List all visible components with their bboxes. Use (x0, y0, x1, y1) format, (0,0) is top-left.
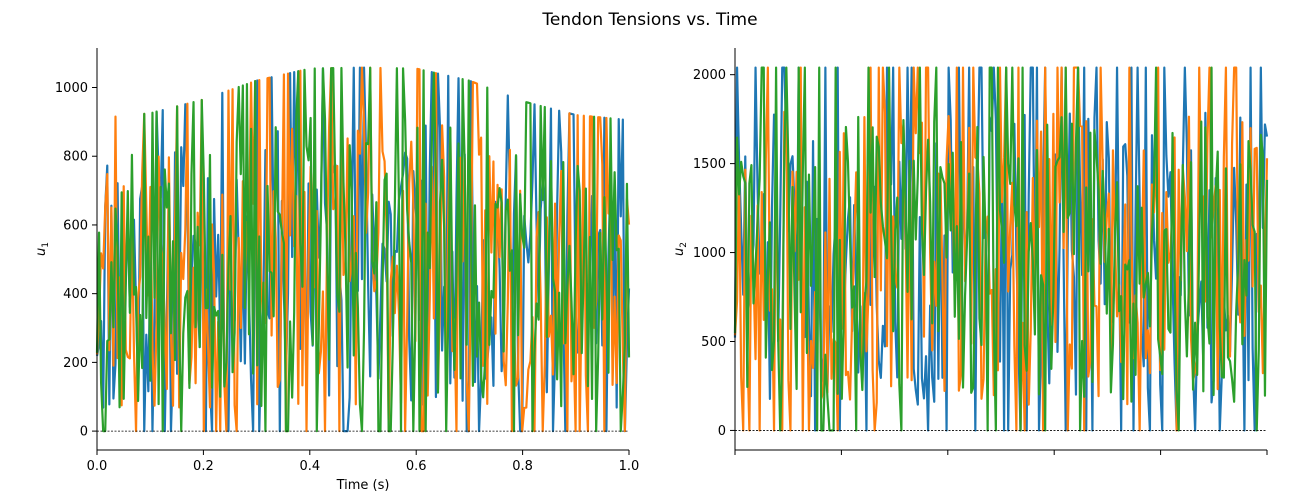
u2-x-ticks (734, 450, 1268, 455)
u1-series-3-line (95, 66, 631, 433)
chart-u1: 0 200 400 600 800 1000 0.0 0.2 0.4 0.6 0.8 1.0 Tim… (34, 48, 639, 493)
u1-y-axis-label-subscript: 1 (41, 242, 51, 248)
u2-plot-area (733, 66, 1269, 432)
u2-y-tick-label: 1500 (693, 157, 726, 172)
chart-u2: 0 500 1000 1500 2000 u2 (672, 48, 1269, 455)
u1-series-2-line (95, 66, 631, 433)
u1-x-axis-label: Time (s) (336, 478, 390, 493)
u2-y-axis-label-subscript: 2 (679, 242, 689, 248)
u1-x-tick-label: 0.0 (87, 459, 108, 474)
u2-y-tick-label: 500 (701, 335, 726, 350)
u2-y-axis-label: u2 (672, 242, 689, 256)
u2-series-2-line (733, 66, 1269, 432)
u1-x-ticks: 0.0 0.2 0.4 0.6 0.8 1.0 (87, 450, 640, 474)
u1-y-ticks: 0 200 400 600 800 1000 (55, 81, 97, 440)
u1-y-tick-label: 600 (63, 218, 88, 233)
u2-y-tick-label: 1000 (693, 246, 726, 261)
u2-y-ticks: 0 500 1000 1500 2000 (693, 68, 735, 439)
u1-x-tick-label: 0.6 (406, 459, 427, 474)
u1-y-tick-label: 200 (63, 356, 88, 371)
u1-y-tick-label: 1000 (55, 81, 88, 96)
u1-y-tick-label: 800 (63, 150, 88, 165)
u1-plot-area (95, 66, 631, 433)
figure-title: Tendon Tensions vs. Time (541, 10, 757, 30)
u2-series-3-line (733, 66, 1269, 432)
u2-y-axis-label-base: u (672, 248, 687, 256)
u1-x-tick-label: 0.2 (193, 459, 214, 474)
u1-y-tick-label: 400 (63, 287, 88, 302)
u1-x-tick-label: 0.4 (299, 459, 320, 474)
u2-y-tick-label: 0 (718, 424, 726, 439)
u1-x-tick-label: 1.0 (619, 459, 640, 474)
u1-y-tick-label: 0 (80, 425, 88, 440)
u1-y-axis-label: u1 (34, 242, 51, 256)
u1-y-axis-label-base: u (34, 248, 49, 256)
u2-y-tick-label: 2000 (693, 68, 726, 83)
u1-x-tick-label: 0.8 (512, 459, 533, 474)
